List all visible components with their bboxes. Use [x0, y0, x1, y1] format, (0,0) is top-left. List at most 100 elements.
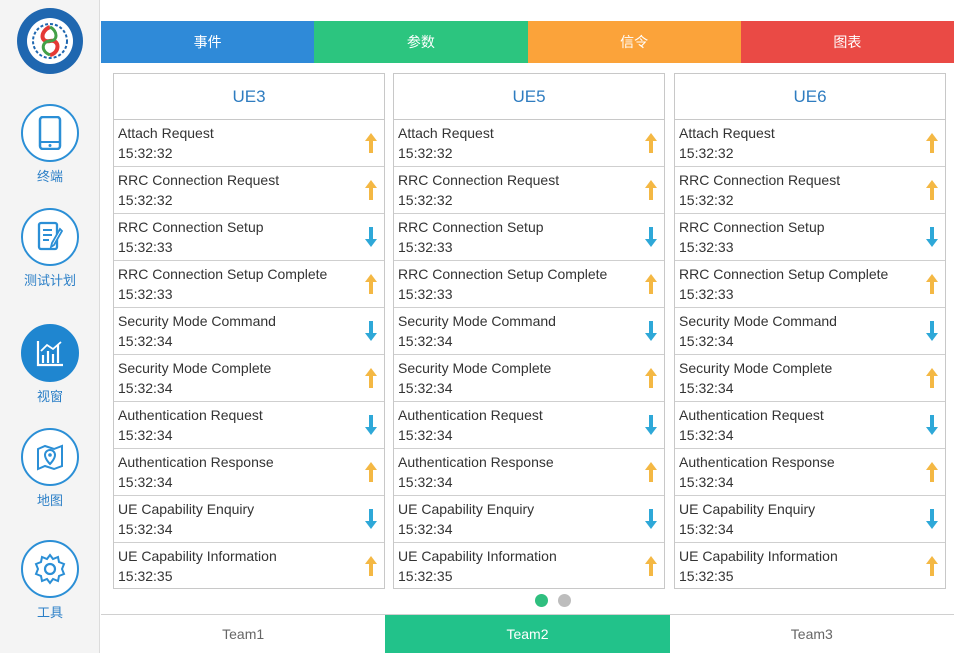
message-name: Authentication Request — [118, 407, 263, 423]
list-item[interactable]: Attach Request 15:32:32 — [675, 120, 945, 167]
message-name: RRC Connection Request — [679, 172, 841, 188]
arrow-down-icon — [926, 321, 938, 341]
list-item[interactable]: Security Mode Complete 15:32:34 — [394, 355, 664, 402]
message-time: 15:32:33 — [118, 286, 173, 302]
tab-parameters[interactable]: 参数 — [314, 21, 528, 63]
message-time: 15:32:33 — [398, 239, 453, 255]
arrow-down-icon — [645, 321, 657, 341]
list-item[interactable]: Attach Request 15:32:32 — [114, 120, 384, 167]
gear-icon — [21, 540, 79, 598]
arrow-up-icon — [365, 274, 377, 294]
message-time: 15:32:33 — [118, 239, 173, 255]
list-item[interactable]: RRC Connection Setup Complete 15:32:33 — [675, 261, 945, 308]
message-time: 15:32:33 — [398, 286, 453, 302]
sidebar-item-label: 视窗 — [36, 389, 63, 404]
message-name: UE Capability Enquiry — [118, 501, 255, 517]
sidebar-item-label: 工具 — [36, 605, 63, 620]
arrow-up-icon — [926, 180, 938, 200]
list-item[interactable]: UE Capability Information 15:32:35 — [114, 543, 384, 590]
arrow-down-icon — [926, 415, 938, 435]
arrow-down-icon — [365, 509, 377, 529]
arrow-up-icon — [365, 462, 377, 482]
list-item[interactable]: Authentication Response 15:32:34 — [394, 449, 664, 496]
list-item[interactable]: RRC Connection Setup 15:32:33 — [675, 214, 945, 261]
tab-team1[interactable]: Team1 — [101, 615, 386, 653]
list-item[interactable]: Authentication Response 15:32:34 — [114, 449, 384, 496]
message-time: 15:32:32 — [679, 192, 734, 208]
tab-events[interactable]: 事件 — [101, 21, 315, 63]
message-time: 15:32:32 — [398, 192, 453, 208]
message-name: Security Mode Command — [118, 313, 276, 329]
message-time: 15:32:34 — [679, 333, 734, 349]
list-item[interactable]: RRC Connection Setup Complete 15:32:33 — [394, 261, 664, 308]
message-name: RRC Connection Request — [398, 172, 560, 188]
message-name: UE Capability Enquiry — [398, 501, 535, 517]
top-tab-bar: 事件 参数 信令 图表 — [101, 21, 954, 63]
sidebar-item-test-plan[interactable]: 测试计划 — [0, 208, 100, 289]
arrow-up-icon — [645, 462, 657, 482]
message-time: 15:32:32 — [679, 145, 734, 161]
list-item[interactable]: RRC Connection Setup 15:32:33 — [114, 214, 384, 261]
message-time: 15:32:34 — [398, 521, 453, 537]
sidebar-item-map[interactable]: 地图 — [0, 428, 100, 509]
phone-icon — [21, 104, 79, 162]
list-item[interactable]: UE Capability Information 15:32:35 — [394, 543, 664, 590]
sidebar-item-terminal[interactable]: 终端 — [0, 104, 100, 185]
message-time: 15:32:34 — [679, 380, 734, 396]
message-time: 15:32:32 — [118, 145, 173, 161]
list-item[interactable]: RRC Connection Setup 15:32:33 — [394, 214, 664, 261]
list-item[interactable]: UE Capability Enquiry 15:32:34 — [394, 496, 664, 543]
message-time: 15:32:35 — [679, 568, 734, 584]
list-item[interactable]: Security Mode Complete 15:32:34 — [675, 355, 945, 402]
message-name: Security Mode Complete — [679, 360, 833, 376]
sidebar-item-label: 终端 — [36, 169, 63, 184]
arrow-down-icon — [365, 415, 377, 435]
message-time: 15:32:34 — [398, 380, 453, 396]
list-item[interactable]: Attach Request 15:32:32 — [394, 120, 664, 167]
sidebar-item-label: 测试计划 — [23, 273, 76, 288]
message-time: 15:32:34 — [398, 333, 453, 349]
list-item[interactable]: Authentication Request 15:32:34 — [394, 402, 664, 449]
message-time: 15:32:34 — [118, 380, 173, 396]
list-item[interactable]: Authentication Request 15:32:34 — [675, 402, 945, 449]
message-name: RRC Connection Setup — [398, 219, 544, 235]
list-item[interactable]: UE Capability Enquiry 15:32:34 — [675, 496, 945, 543]
tab-charts[interactable]: 图表 — [740, 21, 954, 63]
tab-team3[interactable]: Team3 — [669, 615, 954, 653]
map-icon — [21, 428, 79, 486]
message-time: 15:32:33 — [679, 239, 734, 255]
list-item[interactable]: UE Capability Information 15:32:35 — [675, 543, 945, 590]
arrow-up-icon — [365, 180, 377, 200]
arrow-up-icon — [365, 368, 377, 388]
list-item[interactable]: RRC Connection Setup Complete 15:32:33 — [114, 261, 384, 308]
arrow-down-icon — [365, 227, 377, 247]
arrow-up-icon — [926, 274, 938, 294]
list-item[interactable]: Security Mode Command 15:32:34 — [675, 308, 945, 355]
arrow-up-icon — [645, 133, 657, 153]
list-item[interactable]: Security Mode Command 15:32:34 — [394, 308, 664, 355]
list-item[interactable]: RRC Connection Request 15:32:32 — [114, 167, 384, 214]
list-item[interactable]: Security Mode Complete 15:32:34 — [114, 355, 384, 402]
message-name: Authentication Response — [679, 454, 835, 470]
message-name: UE Capability Information — [118, 548, 277, 564]
list-item[interactable]: RRC Connection Request 15:32:32 — [394, 167, 664, 214]
sidebar-item-tools[interactable]: 工具 — [0, 540, 100, 621]
page-dot-1[interactable] — [535, 594, 548, 607]
arrow-up-icon — [926, 556, 938, 576]
team-tab-bar: Team1 Team2 Team3 — [101, 614, 954, 653]
page-dot-2[interactable] — [558, 594, 571, 607]
list-item[interactable]: RRC Connection Request 15:32:32 — [675, 167, 945, 214]
message-time: 15:32:34 — [679, 427, 734, 443]
list-item[interactable]: UE Capability Enquiry 15:32:34 — [114, 496, 384, 543]
message-name: Authentication Request — [398, 407, 543, 423]
message-name: Authentication Response — [398, 454, 554, 470]
message-name: Authentication Request — [679, 407, 824, 423]
arrow-down-icon — [645, 227, 657, 247]
sidebar-item-view[interactable]: 视窗 — [0, 324, 100, 405]
tab-team2[interactable]: Team2 — [385, 615, 670, 653]
list-item[interactable]: Authentication Response 15:32:34 — [675, 449, 945, 496]
list-item[interactable]: Security Mode Command 15:32:34 — [114, 308, 384, 355]
message-time: 15:32:34 — [118, 521, 173, 537]
list-item[interactable]: Authentication Request 15:32:34 — [114, 402, 384, 449]
tab-signaling[interactable]: 信令 — [527, 21, 741, 63]
